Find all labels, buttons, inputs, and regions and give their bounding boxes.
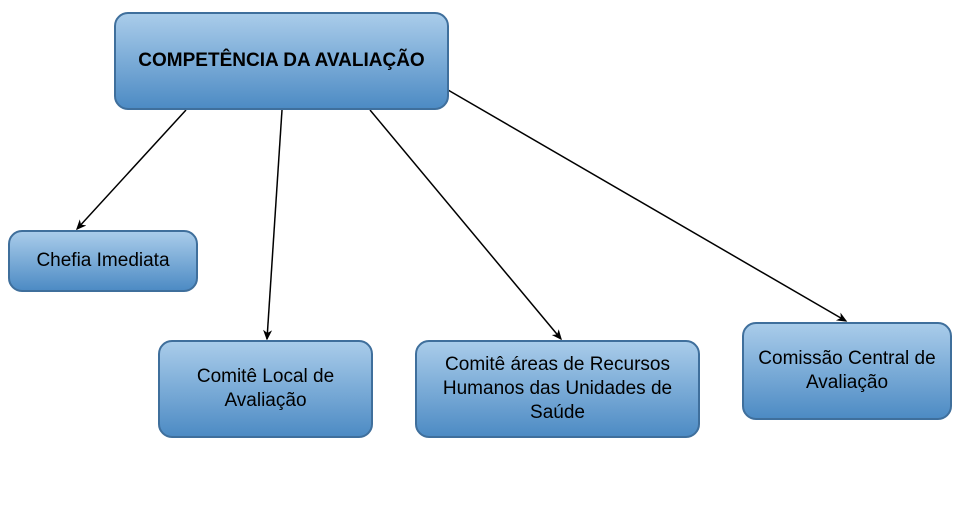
node-chefia-label: Chefia Imediata	[36, 249, 169, 273]
node-comissao: Comissão Central de Avaliação	[742, 322, 952, 420]
node-comite-local-label: Comitê Local de Avaliação	[172, 365, 359, 413]
node-title-label: COMPETÊNCIA DA AVALIAÇÃO	[138, 49, 424, 73]
node-title: COMPETÊNCIA DA AVALIAÇÃO	[114, 12, 449, 110]
node-comissao-label: Comissão Central de Avaliação	[756, 347, 938, 395]
node-chefia: Chefia Imediata	[8, 230, 198, 292]
node-comite-areas: Comitê áreas de Recursos Humanos das Uni…	[415, 340, 700, 438]
node-comite-local: Comitê Local de Avaliação	[158, 340, 373, 438]
node-comite-areas-label: Comitê áreas de Recursos Humanos das Uni…	[429, 353, 686, 424]
